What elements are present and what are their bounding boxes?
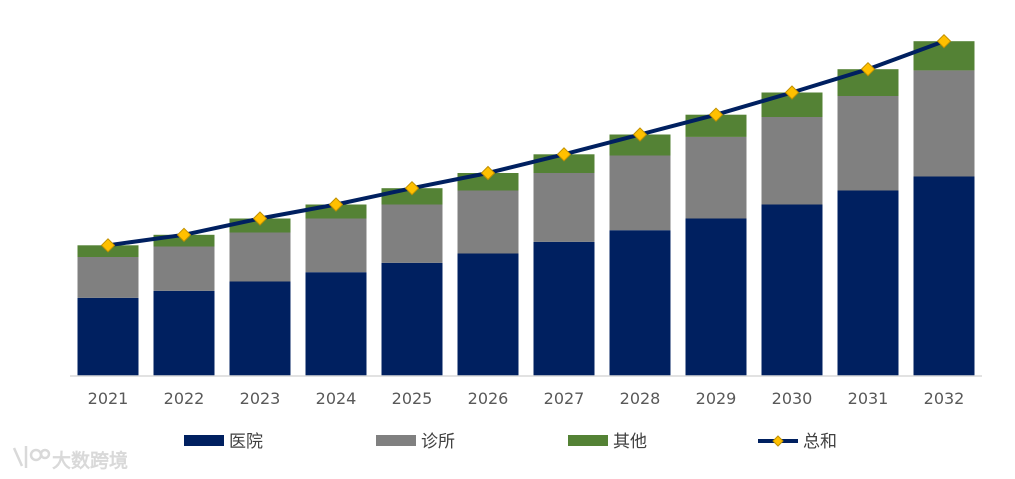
bar-诊所-2030 bbox=[761, 117, 823, 205]
watermark-text: 大数跨境 bbox=[52, 449, 128, 472]
bar-医院-2021 bbox=[77, 297, 139, 376]
total-marker-2029 bbox=[708, 107, 724, 122]
legend-swatch-医院 bbox=[184, 435, 224, 446]
x-tick-labels: 2021 2022 2023 2024 2025 2026 2027 2028 2029 2030… bbox=[88, 389, 965, 408]
total-marker-2027 bbox=[556, 147, 572, 162]
bar-诊所-2022 bbox=[153, 246, 215, 291]
bar-医院-2029 bbox=[685, 218, 747, 376]
legend-label-总和: 总和 bbox=[803, 432, 837, 452]
bar-医院-2031 bbox=[837, 190, 899, 376]
bar-诊所-2029 bbox=[685, 136, 747, 219]
total-marker-2032 bbox=[936, 33, 952, 49]
bar-医院-2023 bbox=[229, 281, 291, 376]
legend-swatch-其他 bbox=[568, 435, 608, 446]
bars-layer bbox=[77, 41, 975, 376]
legend-swatch-marker-总和 bbox=[772, 435, 784, 447]
total-marker-2023 bbox=[252, 211, 268, 226]
bar-医院-2024 bbox=[305, 272, 367, 376]
bar-医院-2028 bbox=[609, 230, 671, 376]
bar-医院-2032 bbox=[913, 176, 975, 376]
total-marker-2024 bbox=[328, 197, 344, 212]
x-tick-label-2030: 2030 bbox=[772, 389, 813, 408]
bar-医院-2022 bbox=[153, 290, 215, 376]
total-marker-2030 bbox=[784, 85, 800, 100]
bar-诊所-2032 bbox=[913, 70, 975, 177]
total-marker-2022 bbox=[176, 227, 192, 243]
bar-诊所-2024 bbox=[305, 218, 367, 273]
bar-医院-2025 bbox=[381, 262, 443, 376]
total-marker-2021 bbox=[100, 238, 116, 253]
x-tick-label-2025: 2025 bbox=[392, 389, 433, 408]
x-tick-label-2028: 2028 bbox=[620, 389, 661, 408]
x-tick-label-2023: 2023 bbox=[240, 389, 281, 408]
legend-swatch-诊所 bbox=[376, 435, 416, 446]
x-tick-label-2021: 2021 bbox=[88, 389, 129, 408]
bar-诊所-2028 bbox=[609, 155, 671, 231]
total-marker-2025 bbox=[404, 180, 420, 196]
total-marker-2028 bbox=[632, 127, 648, 142]
bar-医院-2026 bbox=[457, 253, 519, 376]
bar-诊所-2023 bbox=[229, 232, 291, 282]
x-tick-label-2031: 2031 bbox=[848, 389, 889, 408]
legend-label-医院: 医院 bbox=[229, 432, 263, 452]
legend-label-诊所: 诊所 bbox=[421, 432, 455, 452]
bar-诊所-2026 bbox=[457, 190, 519, 254]
x-tick-label-2029: 2029 bbox=[696, 389, 737, 408]
legend: 医院 诊所 其他 总和 bbox=[184, 432, 837, 452]
bar-诊所-2031 bbox=[837, 96, 899, 191]
total-marker-2026 bbox=[480, 165, 496, 181]
bar-医院-2027 bbox=[533, 241, 595, 376]
x-tick-label-2024: 2024 bbox=[316, 389, 357, 408]
legend-label-其他: 其他 bbox=[613, 432, 647, 452]
x-tick-label-2032: 2032 bbox=[924, 389, 965, 408]
bar-诊所-2025 bbox=[381, 204, 443, 263]
x-tick-label-2026: 2026 bbox=[468, 389, 509, 408]
total-marker-2031 bbox=[860, 61, 876, 77]
total-line-layer bbox=[100, 33, 952, 253]
watermark-logo-icon bbox=[12, 446, 51, 468]
bar-诊所-2027 bbox=[533, 173, 595, 242]
total-series-line bbox=[107, 39, 945, 248]
x-tick-label-2022: 2022 bbox=[164, 389, 205, 408]
x-tick-label-2027: 2027 bbox=[544, 389, 585, 408]
watermark: 大数跨境 bbox=[12, 446, 128, 472]
bar-医院-2030 bbox=[761, 204, 823, 376]
bar-诊所-2021 bbox=[77, 257, 139, 298]
